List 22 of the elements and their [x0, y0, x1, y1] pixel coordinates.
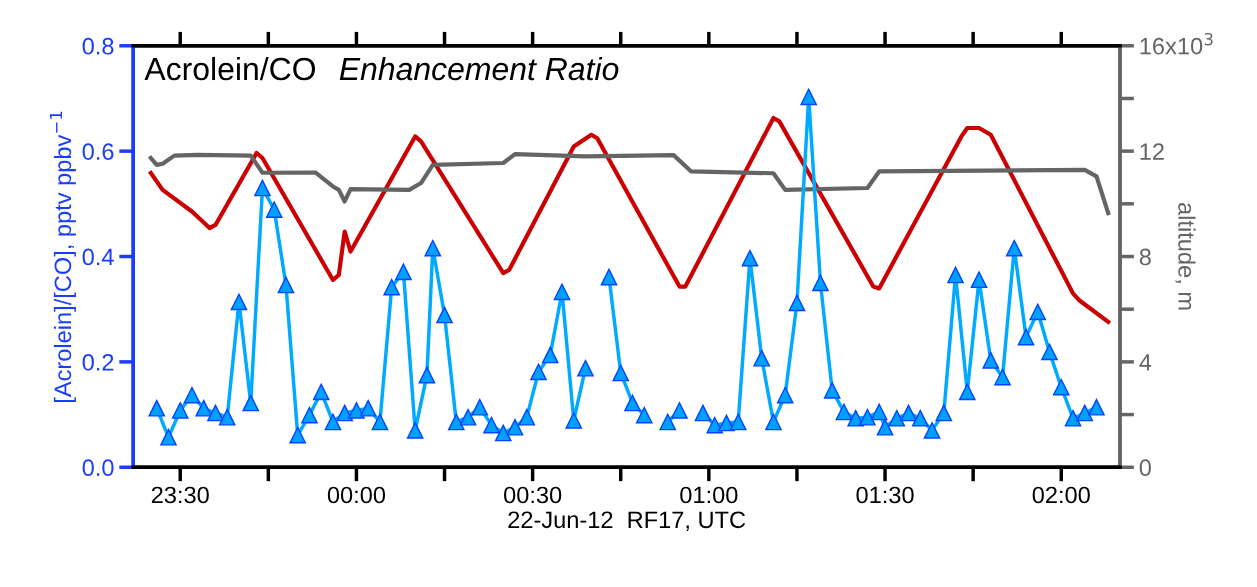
y-tick-label: 0.4 [82, 248, 114, 266]
y-tick-label: 0.6 [82, 143, 114, 160]
x-tick-label: 01:00 [680, 486, 738, 504]
x-tick-label: 00:00 [327, 486, 386, 504]
y2-tick-label: 8 [1139, 248, 1151, 266]
chart-title: Acrolein/CO [144, 56, 316, 81]
x-tick-label: 01:30 [856, 486, 914, 504]
x-axis-title: 22-Jun-12 RF17, UTC [508, 511, 746, 531]
y2-tick-label: 0 [1139, 459, 1151, 477]
text: x10$^{3}$ [1165, 32, 1213, 55]
x-tick-label: 02:00 [1032, 486, 1090, 504]
y2-tick-label: 12 [1140, 143, 1164, 160]
y-tick-label: 0.8 [82, 37, 114, 55]
y2-tick-label: 4 [1139, 354, 1152, 371]
chart-subtitle: Enhancement Ratio [339, 56, 619, 81]
y-tick-label: 0.2 [82, 353, 114, 371]
y2-tick-label: 16 [1140, 37, 1164, 55]
y2-axis-title: altitude, m [1175, 203, 1196, 310]
x-tick-label: 00:30 [504, 486, 562, 504]
x-tick-label: 23:30 [151, 486, 209, 504]
y-tick-label: 0.0 [82, 459, 114, 477]
y-axis-title: [Acrolein]/[CO], pptv ppbv$^{−1}$ [49, 111, 76, 403]
